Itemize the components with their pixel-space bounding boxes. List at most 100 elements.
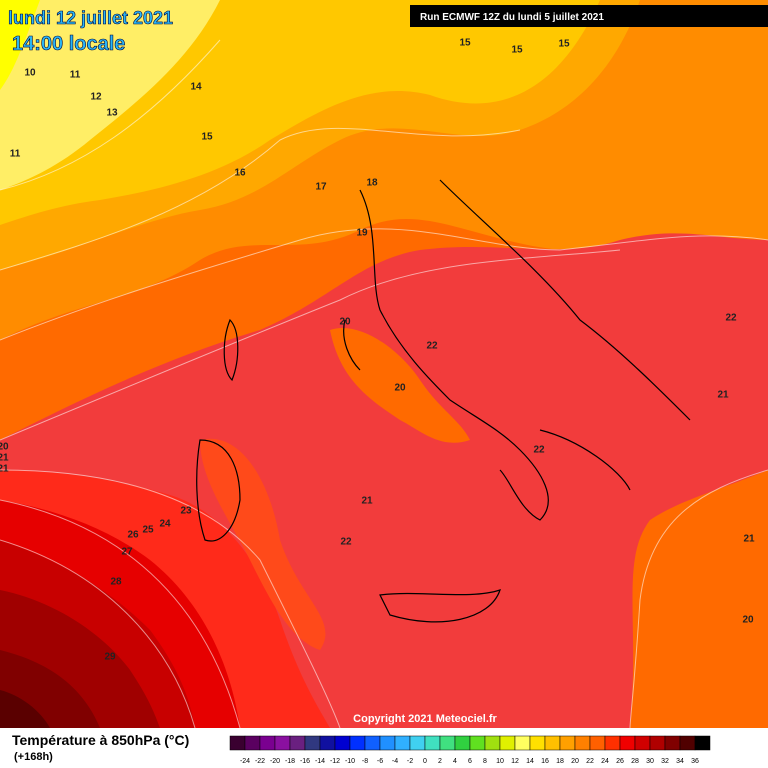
colorbar-cell [394,735,411,751]
contour-label: 22 [725,313,737,324]
colorbar-tick-label: 18 [556,758,564,765]
colorbar-tick-label: -20 [270,758,280,765]
colorbar-cell [604,735,621,751]
colorbar-tick-label: -18 [285,758,295,765]
colorbar-cell [289,735,306,751]
colorbar-tick-label: 22 [586,758,594,765]
colorbar-cell [499,735,516,751]
contour-label: 20 [742,615,754,626]
colorbar-tick-label: 6 [468,758,472,765]
contour-label: 25 [142,525,154,536]
contour-label: 21 [0,464,9,475]
run-banner [410,5,768,27]
lead-time: (+168h) [14,751,53,763]
colorbar-tick-label: 34 [676,758,684,765]
run-info: Run ECMWF 12Z du lundi 5 juillet 2021 [420,12,604,23]
colorbar-tick-label: 20 [571,758,579,765]
colorbar-cell [349,735,366,751]
colorbar-tick-label: -2 [407,758,413,765]
colorbar-tick-label: -12 [330,758,340,765]
contour-label: 27 [121,547,133,558]
colorbar-cell [379,735,396,751]
contour-label: 10 [24,68,36,79]
colorbar: -24 -22 -20 -18 -16 -14 -12 -10 -8 -6 -4 -2 0 2 4 6 8 10 1… [229,735,711,765]
colorbar-tick-label: 2 [438,758,442,765]
colorbar-cell [334,735,351,751]
colorbar-tick-label: 14 [526,758,534,765]
colorbar-tick-label: 32 [661,758,669,765]
colorbar-cell [544,735,561,751]
colorbar-cell [304,735,321,751]
contour-label: 20 [394,383,406,394]
colorbar-cell [424,735,441,751]
colorbar-cell [694,735,711,751]
colorbar-tick-label: -14 [315,758,325,765]
contour-label: 15 [558,39,570,50]
contour-label: 21 [0,453,9,464]
contour-label: 26 [127,530,139,541]
contour-label: 16 [234,168,246,179]
colorbar-cell [229,735,246,751]
colorbar-cell [619,735,636,751]
colorbar-cell [574,735,591,751]
contour-label: 28 [110,577,122,588]
contour-label: 20 [339,317,351,328]
contour-label: 17 [315,182,327,193]
contour-label: 29 [104,652,116,663]
coastlines [196,179,691,623]
contour-label: 21 [717,390,729,401]
contour-label: 20 [0,442,9,453]
colorbar-cell [244,735,261,751]
colorbar-tick-label: 30 [646,758,654,765]
colorbar-tick-label: 4 [453,758,457,765]
contour-label: 23 [180,506,192,517]
colorbar-tick-label: -8 [362,758,368,765]
colorbar-cell [664,735,681,751]
contour-label: 18 [366,178,378,189]
colorbar-cell [274,735,291,751]
colorbar-cell [364,735,381,751]
contour-label: 19 [356,228,368,239]
colorbar-cell [679,735,696,751]
contour-label: 11 [70,70,81,81]
colorbar-tick-label: -22 [255,758,265,765]
colorbar-tick-label: 24 [601,758,609,765]
colorbar-tick-label: 16 [541,758,549,765]
copyright: Copyright 2021 Meteociel.fr [353,713,497,725]
colorbar-cell [259,735,276,751]
date-title: lundi 12 juillet 2021 [8,8,173,28]
colorbar-cell [319,735,336,751]
colorbar-cell [649,735,666,751]
legend-title: Température à 850hPa (°C) [12,732,189,748]
colorbar-tick-label: 36 [691,758,699,765]
colorbar-cell [589,735,606,751]
contour-label: 21 [743,534,755,545]
contour-label: 12 [90,92,102,103]
colorbar-cell [439,735,456,751]
colorbar-tick-label: 26 [616,758,624,765]
contour-label: 14 [190,82,202,93]
contour-label: 13 [106,108,118,119]
isotherms [0,39,768,729]
colorbar-tick-label: -24 [240,758,250,765]
colorbar-tick-label: 28 [631,758,639,765]
contour-label: 15 [511,45,523,56]
contour-label: 15 [459,38,471,49]
contour-labels: 10 11 12 13 14 15 16 17 18 19 15 15 15 11 20 22 20 22 21 22… [0,38,755,663]
contour-label: 22 [426,341,438,352]
colorbar-tick-label: -6 [377,758,383,765]
contour-label: 22 [533,445,545,456]
contour-label: 15 [201,132,213,143]
colorbar-tick-label: -10 [345,758,355,765]
contour-label: 22 [340,537,352,548]
colorbar-cell [469,735,486,751]
colorbar-cell [484,735,501,751]
colorbar-cell [454,735,471,751]
contour-label: 11 [10,149,21,160]
colorbar-tick-label: -4 [392,758,398,765]
colorbar-tick-label: -16 [300,758,310,765]
colorbar-tick-label: 12 [511,758,519,765]
colorbar-tick-label: 10 [496,758,504,765]
colorbar-cell [409,735,426,751]
